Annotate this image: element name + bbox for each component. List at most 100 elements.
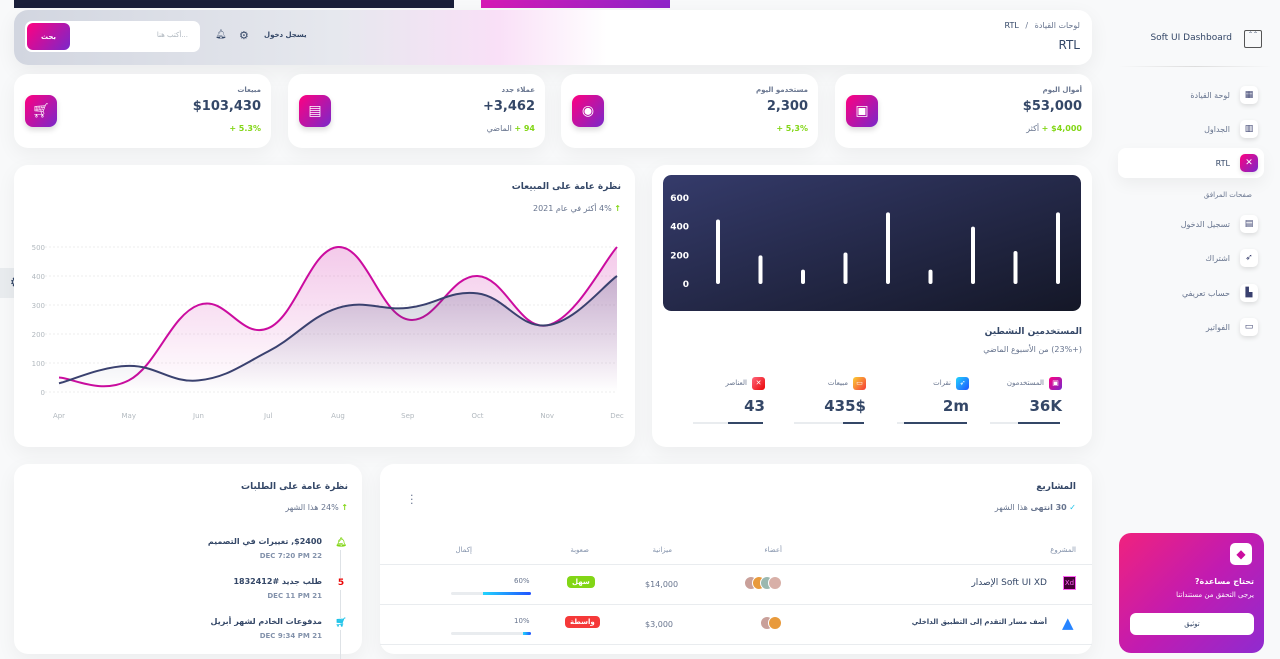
diamond-icon: ◆ xyxy=(1230,543,1252,565)
completion-progress xyxy=(451,632,531,635)
html5-icon: 5 xyxy=(335,578,347,590)
table-header: إكمال xyxy=(455,546,472,554)
sidebar-item-rtl[interactable]: ✕ RTL xyxy=(1118,148,1264,178)
x-tick-label: Sep xyxy=(401,412,415,420)
stat-change: + 5,3% xyxy=(776,124,808,133)
metric-value: 435$ xyxy=(824,397,866,415)
table-divider xyxy=(380,564,1092,565)
order-title: طلب جديد #1832412 xyxy=(233,577,322,586)
order-time: 21 DEC 11 PM xyxy=(267,592,322,600)
stat-title: مبيعات xyxy=(237,86,261,94)
difficulty-badge: واسطة xyxy=(565,616,600,628)
projects-done-suffix: هذا الشهر xyxy=(994,503,1028,512)
document-icon: ▤ xyxy=(299,95,331,127)
brand-logo-icon: ⌃⌃ xyxy=(1244,30,1262,48)
metric-value: 2m xyxy=(942,397,969,415)
stat-change-value: + 5.3% xyxy=(229,124,261,133)
metric-progress xyxy=(693,422,763,424)
stat-value: $53,000 xyxy=(1022,99,1082,114)
signin-link[interactable]: يسجل دخول xyxy=(264,31,307,39)
page-title: RTL xyxy=(1058,38,1080,52)
stat-value: 2,300 xyxy=(766,99,808,114)
rocket-icon: ➶ xyxy=(1240,249,1258,267)
breadcrumb-root[interactable]: لوحات القيادة xyxy=(1034,21,1080,30)
stat-change-suffix: الماضي xyxy=(486,124,512,133)
project-name: أضف مسار التقدم إلى التطبيق الداخلي xyxy=(911,618,1047,626)
bell-icon[interactable]: 🔔︎ xyxy=(215,30,227,40)
sidebar-item-signin[interactable]: ▤ تسجيل الدخول xyxy=(1118,209,1264,239)
active-users-subtitle: (+23%) من الأسبوع الماضي xyxy=(983,345,1082,354)
metric-icon: ➶ xyxy=(956,377,969,390)
stat-title: مستخدمو اليوم xyxy=(756,86,808,94)
money-icon: ▣ xyxy=(846,95,878,127)
sidebar-item-label: اشتراك xyxy=(1205,253,1230,263)
active-users-bar-chart: 600 400 200 0 xyxy=(663,175,1081,311)
orders-change: 24% هذا الشهر xyxy=(285,503,339,512)
sales-overview-title: نظرة عامة على المبيعات xyxy=(511,182,621,192)
bar-y-tick: 0 xyxy=(683,280,689,290)
order-time: 21 DEC 9:34 PM xyxy=(259,632,322,640)
x-tick-label: Apr xyxy=(53,412,65,420)
metric-1: ➶ نقرات 2m xyxy=(897,375,969,427)
projects-done-count: 30 انتهى xyxy=(1030,503,1067,512)
sidebar-item-signup[interactable]: ➶ اشتراك xyxy=(1118,243,1264,273)
sidebar-item-dashboard[interactable]: ▦ لوحة القيادة xyxy=(1118,80,1264,110)
brand-name[interactable]: Soft UI Dashboard xyxy=(1150,33,1232,43)
breadcrumb-separator: / xyxy=(1025,21,1029,30)
sidebar-item-tables[interactable]: ▥ الجداول xyxy=(1118,114,1264,144)
stat-title: عملاء جدد xyxy=(501,86,536,94)
metric-icon: ▭ xyxy=(853,377,866,390)
table-row[interactable] xyxy=(380,565,1092,605)
sidebar-item-label: حساب تعريفي xyxy=(1181,288,1230,298)
x-tick-label: Oct xyxy=(471,412,483,420)
search-button[interactable]: بحث xyxy=(27,23,70,50)
sales-overview-subtitle: ↑ 4% أكثر في عام 2021 xyxy=(533,204,621,213)
cart-icon: 🛒︎ xyxy=(25,95,57,127)
project-budget: $3,000 xyxy=(645,620,673,629)
bar-y-tick: 600 xyxy=(670,194,689,204)
documentation-button[interactable]: توثيق xyxy=(1130,613,1254,635)
sidebar-divider xyxy=(1118,66,1272,67)
sidebar-item-label: لوحة القيادة xyxy=(1190,90,1230,100)
bar-y-tick: 200 xyxy=(670,251,689,261)
help-card: ◆ تحتاج مساعدة? يرجى التحقق من مستنداتنا… xyxy=(1119,533,1264,653)
stat-change-suffix: أكثر xyxy=(1026,124,1040,133)
completion-label: 60% xyxy=(514,577,530,585)
table-header: أعضاء xyxy=(764,546,782,554)
gear-icon[interactable]: ⚙ xyxy=(239,29,249,42)
metric-label: العناصر xyxy=(725,379,747,387)
series-line xyxy=(58,245,618,388)
sidebar-section-title: صفحات المرافق xyxy=(1203,191,1252,199)
metric-3: ✕ العناصر 43 xyxy=(693,375,765,427)
bell-icon: 🔔︎ xyxy=(335,538,347,550)
sidebar-item-profile[interactable]: ▙ حساب تعريفي xyxy=(1118,278,1264,308)
projects-card: المشاريع ✓ 30 انتهى هذا الشهر · · · xyxy=(380,464,1092,654)
y-tick-label: 200 xyxy=(32,331,45,339)
more-options-icon[interactable]: · · · xyxy=(410,489,414,510)
search-placeholder: أكتب هنا... xyxy=(156,31,188,39)
metric-value: 36K xyxy=(1029,397,1063,415)
project-name: Soft UI XD الإصدار xyxy=(971,578,1047,588)
metric-progress xyxy=(897,422,967,424)
bar-y-tick: 400 xyxy=(670,223,689,233)
sales-overview-card: نظرة عامة على المبيعات ↑ 4% أكثر في عام … xyxy=(14,165,635,447)
projects-title: المشاريع xyxy=(1036,482,1076,492)
stat-change-value: + 5,3% xyxy=(776,124,808,133)
metric-0: ▣ المستخدمون 36K xyxy=(990,375,1062,427)
breadcrumb: لوحات القيادة / RTL xyxy=(1005,21,1080,30)
arrow-up-icon: ↑ xyxy=(341,503,348,512)
shop-icon: ▦ xyxy=(1240,86,1258,104)
metric-label: نقرات xyxy=(933,379,951,387)
stat-change: + 5.3% xyxy=(229,124,261,133)
metric-icon: ✕ xyxy=(752,377,765,390)
metric-progress xyxy=(990,422,1060,424)
sidebar-item-billing[interactable]: ▭ الفواتير xyxy=(1118,312,1264,342)
project-budget: $14,000 xyxy=(645,580,679,589)
table-header: المشروع xyxy=(1050,546,1076,554)
sidebar-item-label: الفواتير xyxy=(1205,322,1230,332)
stat-change-value: + $4,000 xyxy=(1041,124,1082,133)
bar xyxy=(886,212,890,284)
x-tick-label: Dec xyxy=(610,412,624,420)
metric-label: المستخدمون xyxy=(1006,379,1044,387)
bar xyxy=(928,269,933,284)
